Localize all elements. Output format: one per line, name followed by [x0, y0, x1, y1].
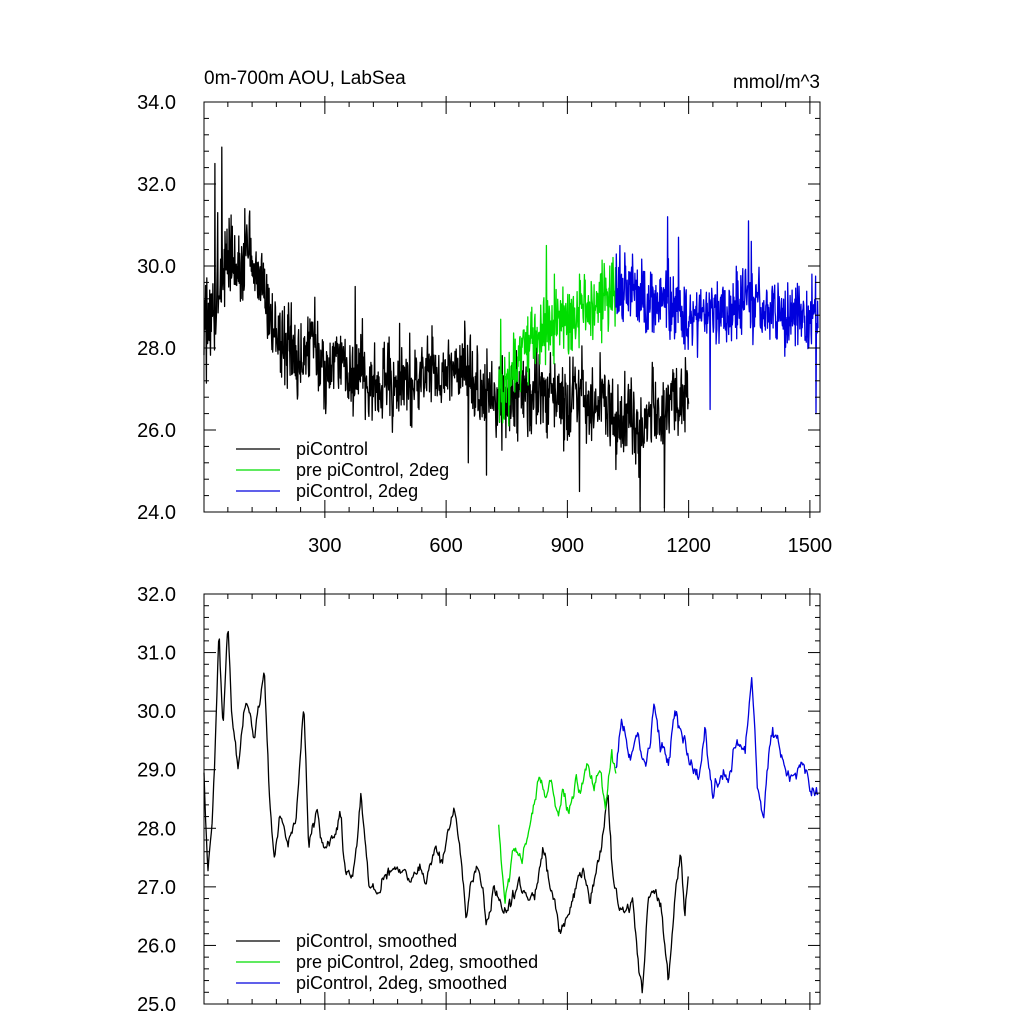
top-y-tick-label: 24.0	[137, 502, 176, 524]
bottom-series-line-picontrol-2deg-smoothed	[615, 677, 819, 819]
bottom-y-tick-label: 30.0	[137, 701, 176, 723]
top-series-line-picontrol-2deg	[615, 216, 819, 415]
legend-label-picontrol-2deg: piControl, 2deg	[296, 481, 418, 501]
bottom-y-tick-label: 25.0	[137, 994, 176, 1016]
panel-top: 0m-700m AOU, LabSea mmol/m^3 300 600 900 12…	[137, 68, 832, 557]
legend-label-picontrol-smoothed: piControl, smoothed	[296, 931, 457, 951]
legend-top: piControl pre piControl, 2deg piControl,…	[236, 439, 449, 501]
top-x-tick-label: 1500	[788, 535, 833, 557]
top-series-line-pre-picontrol-2deg	[498, 244, 617, 427]
legend-label-pre-picontrol-2deg-smoothed: pre piControl, 2deg, smoothed	[296, 952, 538, 972]
legend-label-picontrol-2deg-smoothed: piControl, 2deg, smoothed	[296, 973, 507, 993]
top-x-tick-label: 900	[551, 535, 584, 557]
top-y-tick-label: 34.0	[137, 92, 176, 114]
bottom-y-tick-label: 27.0	[137, 877, 176, 899]
panel-bottom: 25.0 26.0 27.0 28.0 29.0 30.0 31.0 32.0 piContr…	[137, 584, 821, 1016]
bottom-y-tick-label: 29.0	[137, 760, 176, 782]
legend-bottom: piControl, smoothed pre piControl, 2deg,…	[236, 931, 538, 993]
top-y-tick-label: 30.0	[137, 256, 176, 278]
chart-title: 0m-700m AOU, LabSea	[204, 68, 406, 89]
top-plot-frame	[203, 101, 821, 513]
top-x-tick-label: 300	[308, 535, 341, 557]
top-y-tick-label: 32.0	[137, 174, 176, 196]
bottom-y-tick-label: 31.0	[137, 643, 176, 665]
top-x-tick-label: 600	[429, 535, 462, 557]
top-y-tick-label: 28.0	[137, 338, 176, 360]
legend-label-picontrol: piControl	[296, 439, 368, 459]
bottom-series-line-pre-picontrol-2deg-smoothed	[498, 748, 617, 904]
top-x-tick-label: 1200	[666, 535, 711, 557]
legend-label-pre-picontrol-2deg: pre piControl, 2deg	[296, 460, 449, 480]
plot-area-bottom: 25.0 26.0 27.0 28.0 29.0 30.0 31.0 32.0	[137, 584, 821, 1016]
top-series-line-picontrol	[203, 146, 690, 513]
bottom-y-tick-label: 32.0	[137, 584, 176, 606]
plot-area-top: 300 600 900 1200 1500 24.0 26.0 28.0 30.0 32.0 34.…	[137, 92, 832, 557]
bottom-y-tick-label: 26.0	[137, 935, 176, 957]
bottom-y-tick-label: 28.0	[137, 818, 176, 840]
units-label: mmol/m^3	[733, 72, 820, 93]
bottom-plot-frame	[203, 593, 821, 1005]
top-y-tick-label: 26.0	[137, 420, 176, 442]
